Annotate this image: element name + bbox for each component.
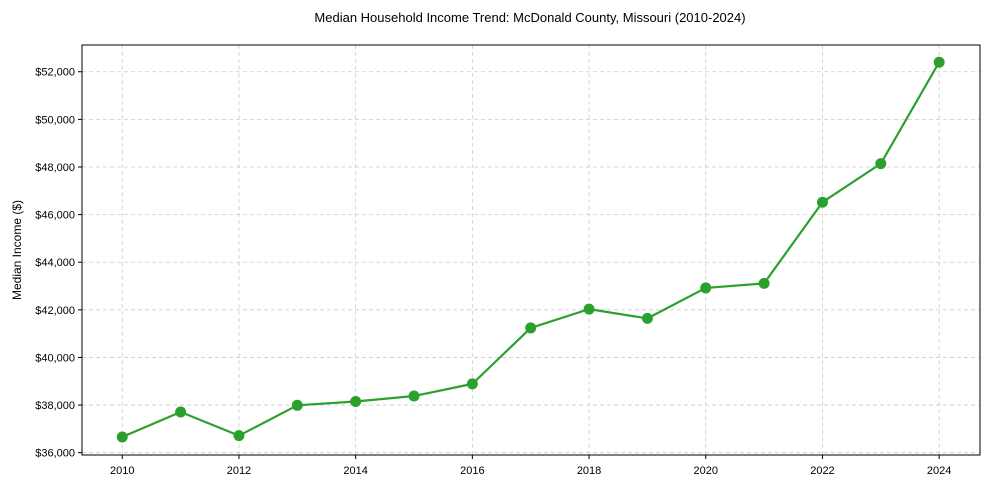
data-point-2014 bbox=[350, 396, 362, 407]
plot-frame bbox=[81, 44, 981, 456]
y-tick-label: $52,000 bbox=[35, 67, 75, 79]
data-point-2023 bbox=[875, 158, 887, 170]
data-point-2022 bbox=[816, 196, 828, 208]
y-tick-label: $40,000 bbox=[35, 352, 75, 364]
x-tick-label: 2014 bbox=[343, 465, 367, 477]
x-tick-label: 2020 bbox=[694, 465, 718, 477]
data-point-2011 bbox=[175, 406, 187, 418]
chart-title: Median Household Income Trend: McDonald … bbox=[314, 10, 745, 25]
data-point-2015 bbox=[408, 390, 420, 402]
data-point-2016 bbox=[466, 378, 478, 390]
data-point-2020 bbox=[700, 282, 712, 294]
x-tick-label: 2016 bbox=[460, 465, 484, 477]
y-tick-label: $44,000 bbox=[35, 257, 75, 269]
x-tick-label: 2022 bbox=[810, 465, 834, 477]
y-tick-label: $50,000 bbox=[35, 114, 75, 126]
series-line bbox=[121, 61, 941, 438]
data-point-2024 bbox=[933, 56, 945, 68]
x-tick-label: 2012 bbox=[227, 465, 251, 477]
y-tick-label: $42,000 bbox=[35, 305, 75, 317]
data-point-2012 bbox=[233, 430, 245, 442]
data-point-2010 bbox=[116, 431, 128, 443]
x-tick-label: 2010 bbox=[110, 465, 134, 477]
x-tick-label: 2018 bbox=[577, 465, 601, 477]
data-point-2019 bbox=[641, 312, 653, 324]
y-axis: $36,000 $38,000 $40,000 $42,000 $44,000 $46,0… bbox=[35, 67, 82, 460]
data-point-2018 bbox=[583, 303, 595, 315]
y-axis-label: Median Income ($) bbox=[10, 200, 24, 300]
data-point-2013 bbox=[291, 399, 303, 411]
grid bbox=[82, 45, 980, 455]
y-tick-label: $48,000 bbox=[35, 162, 75, 174]
y-tick-label: $36,000 bbox=[35, 448, 75, 460]
data-point-2017 bbox=[525, 322, 537, 334]
y-tick-label: $46,000 bbox=[35, 210, 75, 222]
series-median-income bbox=[116, 56, 945, 443]
x-tick-label: 2024 bbox=[927, 465, 951, 477]
x-axis: 2010 2012 2014 2016 2018 2020 2022 2024 bbox=[110, 455, 951, 477]
data-point-2021 bbox=[758, 277, 770, 289]
y-tick-label: $38,000 bbox=[35, 400, 75, 412]
